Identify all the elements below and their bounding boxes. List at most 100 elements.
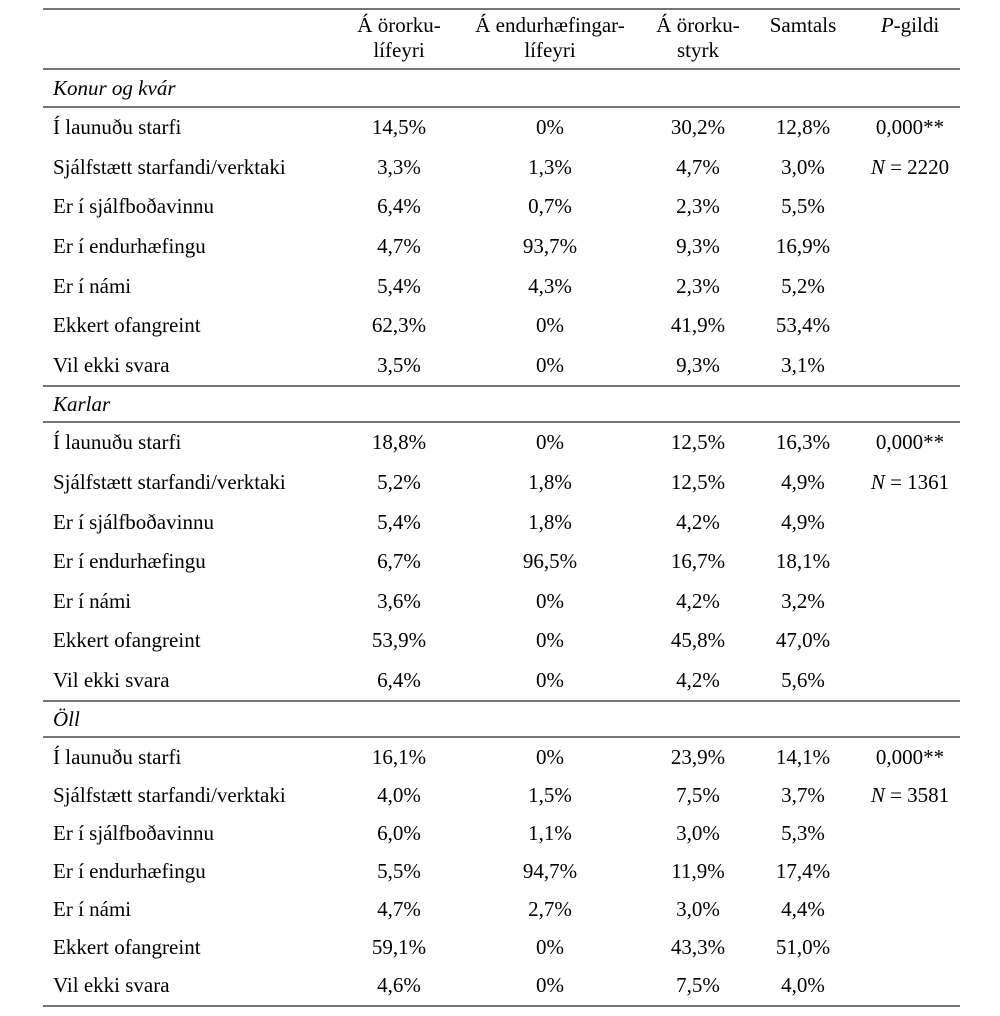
n-symbol: N xyxy=(870,470,885,495)
cell-value: 23,9% xyxy=(670,744,726,769)
table-row: Í launuðu starfi 16,1% 0% 23,9% 14,1% 0,… xyxy=(43,738,960,776)
cell-value: 4,3% xyxy=(528,273,572,298)
header-line: Á örorku- xyxy=(656,13,740,37)
cell-value: 3,3% xyxy=(377,154,421,179)
cell-pvalue: 0,000** xyxy=(875,744,945,769)
cell-value: 14,5% xyxy=(371,115,427,140)
row-label: Ekkert ofangreint xyxy=(53,628,201,653)
cell-value: 4,9% xyxy=(781,509,825,534)
cell-value: 0% xyxy=(536,935,564,960)
cell-value: 4,0% xyxy=(377,782,421,807)
section-konur-og-kvar: Konur og kvár Í launuðu starfi 14,5% 0% … xyxy=(43,70,960,385)
header-line: lífeyri xyxy=(373,38,425,62)
cell-value: 96,5% xyxy=(522,549,578,574)
cell-value: 12,5% xyxy=(670,470,726,495)
cell-pvalue: 0,000** xyxy=(875,430,945,455)
cell-value: 30,2% xyxy=(670,115,726,140)
table-row: Vil ekki svara 6,4% 0% 4,2% 5,6% xyxy=(43,661,960,701)
row-label: Er í sjálfboðavinnu xyxy=(53,509,214,534)
row-label: Í launuðu starfi xyxy=(53,430,182,455)
cell-value: 2,7% xyxy=(528,897,572,922)
cell-n-count: N = 1361 xyxy=(860,470,960,495)
cell-value: 4,0% xyxy=(781,973,825,998)
table-row: Er í námi 5,4% 4,3% 2,3% 5,2% xyxy=(43,266,960,306)
row-label: Vil ekki svara xyxy=(53,973,170,998)
header-col-samtals: Samtals xyxy=(746,13,860,68)
cell-value: 0% xyxy=(536,430,564,455)
cell-value: 4,2% xyxy=(676,588,720,613)
cell-value: 17,4% xyxy=(775,859,831,884)
cell-value: 3,2% xyxy=(781,588,825,613)
cell-value: 5,2% xyxy=(781,273,825,298)
table-row: Sjálfstætt starfandi/verktaki 5,2% 1,8% … xyxy=(43,463,960,503)
cell-value: 1,3% xyxy=(528,154,572,179)
row-label: Ekkert ofangreint xyxy=(53,313,201,338)
cell-value: 45,8% xyxy=(670,628,726,653)
table-row: Í launuðu starfi 14,5% 0% 30,2% 12,8% 0,… xyxy=(43,108,960,148)
row-label: Er í námi xyxy=(53,273,132,298)
row-label: Vil ekki svara xyxy=(53,668,170,693)
section-karlar: Karlar Í launuðu starfi 18,8% 0% 12,5% 1… xyxy=(43,385,960,700)
section-title-row: Konur og kvár xyxy=(43,70,960,108)
cell-value: 53,4% xyxy=(775,313,831,338)
table-row: Vil ekki svara 3,5% 0% 9,3% 3,1% xyxy=(43,346,960,386)
header-line: P-gildi xyxy=(860,13,960,38)
cell-value: 3,0% xyxy=(676,897,720,922)
table-row: Er í sjálfboðavinnu 6,0% 1,1% 3,0% 5,3% xyxy=(43,815,960,853)
cell-value: 0% xyxy=(536,744,564,769)
cell-value: 14,1% xyxy=(775,744,831,769)
section-title: Öll xyxy=(53,706,80,731)
cell-value: 43,3% xyxy=(670,935,726,960)
header-col-pgildi: P-gildi xyxy=(860,13,960,68)
cell-n-count: N = 3581 xyxy=(860,783,960,808)
cell-value: 4,2% xyxy=(676,668,720,693)
row-label: Er í námi xyxy=(53,588,132,613)
cell-value: 18,1% xyxy=(775,549,831,574)
cell-value: 6,7% xyxy=(377,549,421,574)
row-label: Vil ekki svara xyxy=(53,352,170,377)
cell-value: 7,5% xyxy=(676,782,720,807)
cell-value: 5,5% xyxy=(781,194,825,219)
table-row: Ekkert ofangreint 53,9% 0% 45,8% 47,0% xyxy=(43,621,960,661)
cell-value: 53,9% xyxy=(371,628,427,653)
results-table: Á örorku- lífeyri Á endurhæfingar- lífey… xyxy=(43,8,960,1007)
cell-value: 3,1% xyxy=(781,352,825,377)
cell-value: 0,7% xyxy=(528,194,572,219)
cell-value: 12,8% xyxy=(775,115,831,140)
cell-value: 6,4% xyxy=(377,194,421,219)
header-line-rest: -gildi xyxy=(893,13,940,37)
header-line: Á örorku- xyxy=(357,13,441,37)
cell-value: 59,1% xyxy=(371,935,427,960)
cell-value: 5,6% xyxy=(781,668,825,693)
cell-value: 4,9% xyxy=(781,470,825,495)
header-col-ororkulifeyri: Á örorku- lífeyri xyxy=(348,13,450,68)
cell-value: 2,3% xyxy=(676,194,720,219)
n-symbol: N xyxy=(870,154,885,179)
row-label: Er í endurhæfingu xyxy=(53,234,206,259)
row-label: Sjálfstætt starfandi/verktaki xyxy=(53,782,286,807)
row-label: Sjálfstætt starfandi/verktaki xyxy=(53,154,286,179)
cell-value: 4,7% xyxy=(377,897,421,922)
cell-value: 1,8% xyxy=(528,509,572,534)
cell-value: 47,0% xyxy=(775,628,831,653)
table-row: Vil ekki svara 4,6% 0% 7,5% 4,0% xyxy=(43,967,960,1005)
table-row: Er í endurhæfingu 4,7% 93,7% 9,3% 16,9% xyxy=(43,227,960,267)
table-row: Er í sjálfboðavinnu 5,4% 1,8% 4,2% 4,9% xyxy=(43,502,960,542)
cell-value: 3,5% xyxy=(377,352,421,377)
header-empty-cell xyxy=(43,13,348,68)
row-label: Er í endurhæfingu xyxy=(53,549,206,574)
cell-value: 1,1% xyxy=(528,821,572,846)
section-title-row: Karlar xyxy=(43,385,960,424)
section-title-row: Öll xyxy=(43,700,960,739)
cell-value: 94,7% xyxy=(522,859,578,884)
row-label: Í launuðu starfi xyxy=(53,744,182,769)
row-label: Er í sjálfboðavinnu xyxy=(53,194,214,219)
cell-value: 4,7% xyxy=(377,234,421,259)
cell-value: 0% xyxy=(536,115,564,140)
table-row: Er í sjálfboðavinnu 6,4% 0,7% 2,3% 5,5% xyxy=(43,187,960,227)
cell-value: 4,7% xyxy=(676,154,720,179)
table-row: Er í endurhæfingu 6,7% 96,5% 16,7% 18,1% xyxy=(43,542,960,582)
cell-value: 62,3% xyxy=(371,313,427,338)
cell-value: 1,8% xyxy=(528,470,572,495)
row-label: Ekkert ofangreint xyxy=(53,935,201,960)
